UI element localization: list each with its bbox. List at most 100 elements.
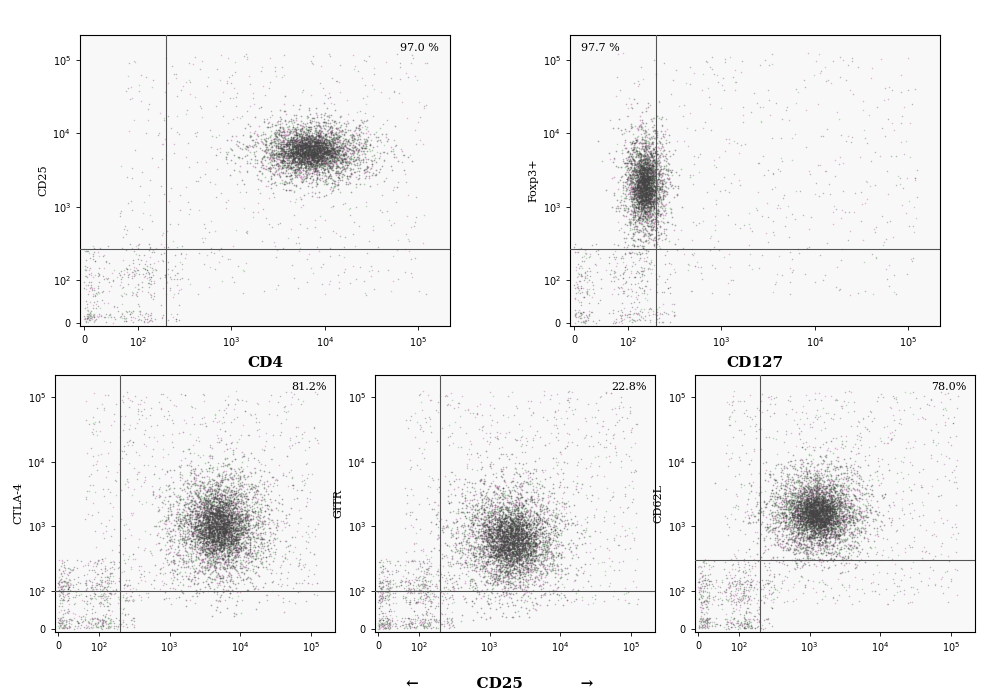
- Point: [291, 246, 307, 257]
- Point: [294, 146, 310, 157]
- Point: [639, 162, 655, 173]
- Point: [469, 400, 485, 412]
- Point: [888, 487, 904, 498]
- Point: [614, 314, 630, 325]
- Point: [332, 157, 348, 168]
- Point: [219, 520, 235, 532]
- Point: [510, 535, 526, 546]
- Point: [250, 518, 266, 529]
- Point: [636, 177, 652, 188]
- Point: [751, 615, 767, 626]
- Point: [500, 531, 516, 542]
- Point: [862, 499, 878, 510]
- Point: [806, 496, 822, 507]
- Point: [323, 187, 339, 198]
- Point: [351, 136, 367, 147]
- Point: [618, 210, 634, 221]
- Point: [312, 136, 328, 147]
- Point: [487, 505, 503, 516]
- Point: [493, 502, 509, 513]
- Point: [128, 584, 144, 595]
- Point: [197, 521, 213, 532]
- Point: [518, 477, 534, 488]
- Point: [206, 521, 222, 532]
- Point: [223, 511, 239, 522]
- Point: [633, 235, 649, 246]
- Point: [819, 526, 835, 537]
- Point: [640, 173, 656, 184]
- Point: [191, 564, 207, 575]
- Point: [801, 532, 817, 543]
- Point: [655, 316, 671, 327]
- Point: [164, 414, 180, 425]
- Point: [551, 530, 567, 541]
- Point: [520, 566, 536, 577]
- Point: [495, 497, 511, 508]
- Point: [817, 510, 833, 521]
- Point: [626, 206, 642, 217]
- Point: [516, 516, 532, 527]
- Point: [923, 425, 939, 436]
- Point: [215, 527, 231, 539]
- Point: [873, 389, 889, 400]
- Point: [316, 132, 332, 143]
- Point: [811, 502, 827, 514]
- Point: [633, 150, 649, 161]
- Point: [630, 171, 646, 182]
- Point: [822, 502, 838, 514]
- Point: [528, 482, 544, 493]
- Point: [98, 460, 114, 471]
- Point: [630, 211, 646, 222]
- Point: [205, 514, 221, 525]
- Point: [196, 519, 212, 530]
- Point: [212, 595, 228, 606]
- Point: [643, 193, 659, 204]
- Point: [500, 534, 516, 545]
- Point: [296, 133, 312, 144]
- Point: [634, 219, 650, 230]
- Point: [494, 540, 510, 551]
- Point: [141, 189, 157, 201]
- Point: [466, 542, 482, 553]
- Point: [469, 499, 485, 510]
- Point: [288, 163, 304, 174]
- Point: [653, 132, 669, 143]
- Point: [251, 416, 267, 428]
- Point: [798, 390, 814, 401]
- Point: [471, 541, 487, 552]
- Point: [526, 464, 542, 475]
- Point: [497, 477, 513, 488]
- Point: [207, 491, 223, 502]
- Point: [488, 543, 504, 555]
- Point: [810, 528, 826, 539]
- Point: [61, 622, 77, 633]
- Point: [792, 511, 808, 522]
- Point: [802, 515, 818, 526]
- Point: [818, 482, 834, 493]
- Point: [316, 134, 332, 145]
- Point: [806, 502, 822, 513]
- Point: [708, 199, 724, 210]
- Point: [535, 536, 551, 547]
- Point: [197, 537, 213, 548]
- Point: [829, 481, 845, 492]
- Point: [629, 180, 645, 191]
- Point: [301, 125, 317, 136]
- Point: [642, 203, 658, 214]
- Point: [484, 509, 500, 520]
- Point: [306, 149, 322, 160]
- Point: [358, 140, 374, 151]
- Point: [548, 546, 564, 557]
- Point: [782, 503, 798, 514]
- Point: [306, 139, 322, 151]
- Point: [303, 130, 319, 141]
- Point: [175, 579, 191, 590]
- Point: [283, 169, 299, 180]
- Point: [315, 146, 331, 157]
- Point: [228, 485, 244, 496]
- Point: [312, 144, 328, 155]
- Point: [198, 542, 214, 553]
- Point: [851, 430, 867, 441]
- Point: [641, 172, 657, 183]
- Point: [824, 506, 840, 517]
